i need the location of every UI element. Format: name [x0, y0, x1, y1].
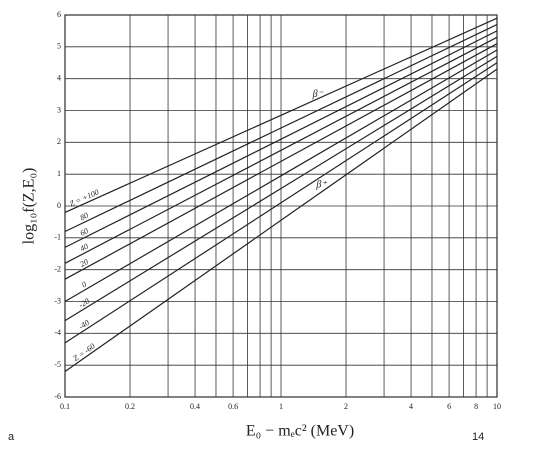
series-line	[64, 68, 498, 372]
y-tick-label: -1	[54, 233, 61, 242]
x-tick-label: 0.2	[125, 402, 135, 411]
series-line	[64, 24, 498, 233]
x-tick-label: 4	[409, 402, 413, 411]
series-line	[64, 30, 498, 248]
series-line	[64, 17, 498, 213]
y-axis-title: log₁₀f(Z,E₀)	[21, 168, 38, 245]
series-label: 0	[80, 280, 88, 290]
y-tick-label: -5	[54, 360, 61, 369]
y-tick-label: 4	[57, 73, 61, 82]
y-tick-label: -6	[54, 392, 61, 401]
series-label: 40	[79, 242, 90, 254]
annotation: β⁻	[312, 89, 324, 100]
y-tick-label: 1	[57, 169, 61, 178]
y-tick-label: 6	[57, 10, 61, 19]
y-tick-label: 5	[57, 42, 61, 51]
y-tick-label: 0	[57, 201, 61, 210]
series-line	[64, 55, 498, 322]
series-label: 20	[78, 257, 89, 269]
page-number: 14	[472, 431, 484, 443]
x-tick-label: 0.6	[228, 402, 238, 411]
series-line	[64, 43, 498, 280]
series-line	[64, 62, 498, 344]
x-tick-label: 10	[493, 402, 501, 411]
x-tick-label: 6	[447, 402, 451, 411]
x-tick-label: 2	[344, 402, 348, 411]
series-line	[64, 36, 498, 264]
series-label: -20	[77, 296, 91, 309]
series-line	[64, 49, 498, 303]
x-tick-label: 0.4	[190, 402, 200, 411]
x-tick-label: 1	[279, 402, 283, 411]
y-tick-label: 3	[57, 105, 61, 114]
annotation: β⁺	[315, 179, 327, 190]
y-tick-label: -4	[54, 328, 61, 337]
y-tick-label: 2	[57, 137, 61, 146]
x-axis-title: E₀ − mₑc² (MeV)	[246, 423, 354, 440]
x-tick-label: 8	[474, 402, 478, 411]
slide-letter: a	[8, 431, 15, 443]
y-tick-label: -3	[54, 296, 61, 305]
series-label: -40	[77, 318, 91, 331]
series-label: 60	[79, 226, 90, 238]
x-tick-label: 0.1	[60, 402, 70, 411]
y-tick-label: -2	[54, 264, 61, 273]
series-label: 80	[79, 211, 90, 223]
series-label: Z = +100	[68, 187, 100, 208]
